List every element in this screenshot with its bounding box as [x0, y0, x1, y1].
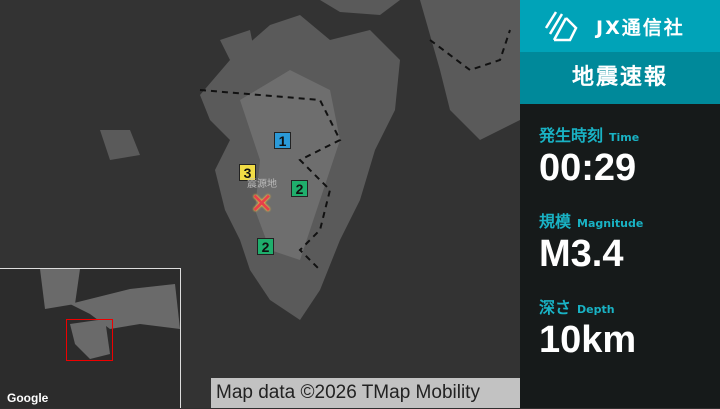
inset-land [40, 269, 180, 359]
epicenter-label: 震源地 [247, 179, 277, 190]
intensity-value: 2 [295, 181, 304, 197]
time-section: 発生時刻 Time 00:29 [520, 122, 720, 190]
magnitude-sublabel: Magnitude [577, 217, 644, 230]
depth-section: 深さ Depth 10km [520, 294, 720, 362]
info-sidebar: JX通信社 地震速報 発生時刻 Time 00:29 規模 Magnitude M3… [520, 0, 720, 408]
map-attribution: Map data ©2026 TMap Mobility [211, 378, 520, 408]
intensity-value: 1 [278, 133, 287, 149]
brand-name: JX通信社 [596, 16, 685, 39]
epicenter-x-icon: ✕ [250, 187, 274, 220]
google-logo: Google [7, 391, 49, 405]
intensity-marker[interactable]: 2 [291, 180, 308, 197]
time-sublabel: Time [609, 131, 640, 144]
magnitude-value: M3.4 [539, 233, 624, 275]
intensity-value: 2 [261, 239, 270, 255]
brand-header: JX通信社 [520, 0, 720, 52]
viewport-indicator [66, 319, 113, 361]
time-value: 00:29 [539, 147, 637, 189]
map[interactable]: 1 2 2 3 震源地 ✕ Google Map data ©2026 TMap… [0, 0, 520, 408]
overview-inset-map[interactable] [0, 268, 181, 408]
intensity-marker[interactable]: 1 [274, 132, 291, 149]
intensity-marker[interactable]: 2 [257, 238, 274, 255]
land-shapes [100, 0, 520, 320]
intensity-value: 3 [243, 165, 252, 181]
depth-value: 10km [539, 319, 637, 361]
magnitude-section: 規模 Magnitude M3.4 [520, 208, 720, 276]
time-label: 発生時刻 [539, 126, 604, 145]
alert-title: 地震速報 [520, 52, 720, 104]
intensity-marker[interactable]: 3 [239, 164, 256, 181]
depth-label: 深さ [539, 298, 572, 317]
depth-sublabel: Depth [577, 303, 615, 316]
magnitude-label: 規模 [539, 212, 572, 231]
jx-logo-icon [544, 11, 578, 42]
